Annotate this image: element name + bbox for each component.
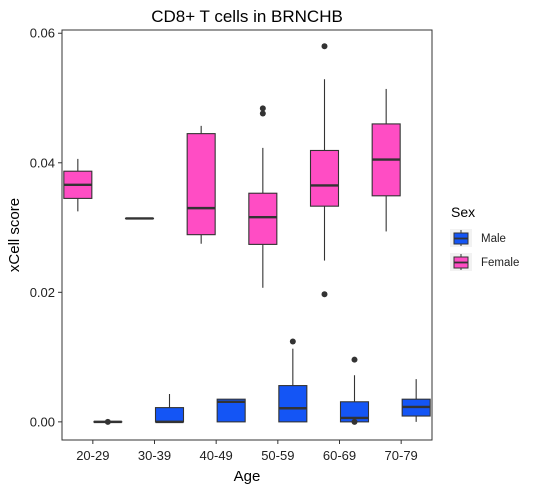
legend-item-male: Male <box>450 229 506 247</box>
box-male-20-29 <box>93 418 123 425</box>
box-male-40-49 <box>216 398 246 423</box>
x-tick-label: 50-59 <box>261 448 294 463</box>
y-axis: 0.00 0.02 0.04 0.06 <box>30 26 62 429</box>
outlier-point <box>351 418 358 425</box>
x-tick-label: 60-69 <box>323 448 356 463</box>
legend-item-female: Female <box>450 253 519 271</box>
x-axis: 20-29 30-39 40-49 50-59 60-69 70-79 <box>76 440 418 463</box>
outlier-point <box>104 418 111 425</box>
x-tick-label: 20-29 <box>76 448 109 463</box>
box-female-20-29 <box>63 158 93 212</box>
box-body <box>248 192 278 245</box>
box-male-60-69 <box>339 356 370 425</box>
box-body <box>154 407 185 423</box>
legend: Sex Male Female <box>450 204 519 271</box>
box-body <box>309 149 340 207</box>
y-axis-title: xCell score <box>6 198 23 272</box>
box-male-70-79 <box>401 379 431 422</box>
plot-panel <box>61 29 433 441</box>
box-female-70-79 <box>371 88 401 232</box>
outlier-point <box>351 356 358 363</box>
outlier-point <box>289 338 296 345</box>
box-body <box>278 385 308 423</box>
outlier-point <box>321 291 328 298</box>
x-tick-label: 70-79 <box>385 448 418 463</box>
box-female-40-49 <box>186 125 216 244</box>
box-female-60-69 <box>309 43 340 298</box>
box-female-50-59 <box>248 105 278 288</box>
x-tick-label: 30-39 <box>138 448 171 463</box>
legend-label: Male <box>481 233 506 245</box>
box-plots <box>63 43 431 425</box>
chart-title: CD8+ T cells in BRNCHB <box>151 7 343 26</box>
legend-title: Sex <box>451 204 475 220</box>
outlier-point <box>259 105 266 112</box>
y-tick-label: 0.06 <box>30 26 55 41</box>
outlier-point <box>321 43 328 50</box>
x-tick-label: 40-49 <box>200 448 233 463</box>
box-body <box>186 133 216 236</box>
box-male-30-39 <box>154 394 185 424</box>
box-body <box>216 398 246 423</box>
box-male-50-59 <box>278 338 308 423</box>
x-axis-title: Age <box>234 468 261 485</box>
y-tick-label: 0.04 <box>30 155 55 170</box>
y-tick-label: 0.02 <box>30 285 55 300</box>
outlier-point <box>259 110 266 117</box>
y-tick-label: 0.00 <box>30 414 55 429</box>
legend-label: Female <box>481 257 519 269</box>
